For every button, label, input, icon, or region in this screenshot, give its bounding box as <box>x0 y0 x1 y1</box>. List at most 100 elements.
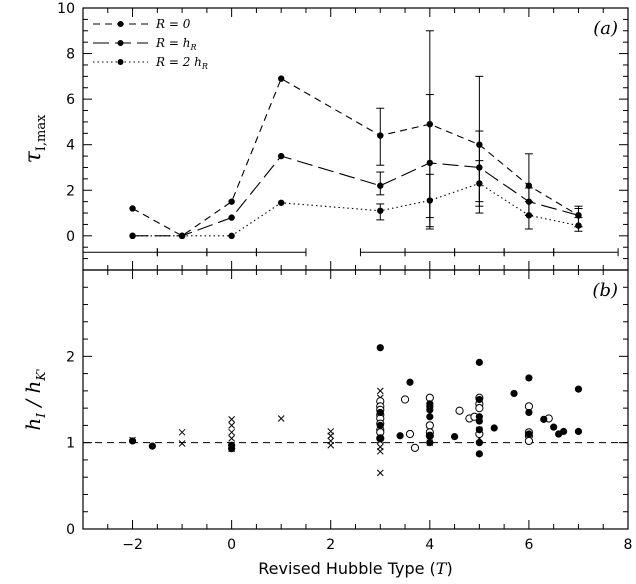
cross-marker <box>277 415 285 422</box>
data-point <box>178 232 186 240</box>
data-point <box>129 232 136 240</box>
filled-circle <box>426 439 434 447</box>
panel-a-y-tick-label: 4 <box>66 138 75 154</box>
filled-circle <box>406 378 414 386</box>
legend-entry-2: R = 2 hR <box>155 55 208 71</box>
data-point <box>426 197 434 204</box>
data-point <box>575 222 582 229</box>
legend-marker-0 <box>117 21 124 27</box>
data-point <box>228 198 235 205</box>
data-point <box>228 232 235 240</box>
filled-circle <box>525 430 533 438</box>
cross-marker <box>327 432 335 440</box>
data-point <box>228 214 235 221</box>
panel-b-ylabel: hI / hK' <box>21 368 48 430</box>
panel-a-y-tick-label: 8 <box>66 47 75 63</box>
filled-circle <box>540 415 548 423</box>
data-point <box>575 212 582 219</box>
cross-marker <box>228 434 235 442</box>
filled-circle <box>559 427 568 436</box>
data-point <box>129 205 136 212</box>
panel-b-frame <box>82 269 629 530</box>
filled-circle <box>475 426 483 434</box>
filled-circle <box>525 408 533 417</box>
data-point <box>426 159 434 167</box>
filled-circle <box>525 374 533 382</box>
open-circle <box>455 406 464 415</box>
legend-entry-1: R = hR <box>155 36 196 52</box>
data-point <box>277 152 285 160</box>
series-line-0 <box>132 77 579 237</box>
panel-b-x-tick-label: 8 <box>624 537 633 553</box>
data-point <box>377 207 384 214</box>
cross-stroke <box>277 415 285 422</box>
cross-stroke <box>228 434 235 442</box>
series-line-1 <box>132 155 579 237</box>
open-circle <box>405 429 415 439</box>
filled-circle <box>376 434 384 442</box>
legend-entry-0: R = 0 <box>155 17 191 31</box>
cross-stroke <box>178 440 186 447</box>
data-point <box>377 182 384 189</box>
cross-stroke <box>376 387 384 395</box>
cross-marker <box>327 441 335 449</box>
filled-circle <box>426 432 434 440</box>
filled-circle <box>550 423 558 431</box>
panel-b-x-tick-label: 4 <box>425 537 434 553</box>
filled-circle <box>426 413 434 421</box>
panel-a-y-tick-label: 10 <box>57 1 75 17</box>
open-circle <box>475 404 484 413</box>
series-line-2 <box>132 182 579 237</box>
panel-a-ylabel: τI,max <box>21 114 49 164</box>
open-circle <box>425 421 434 430</box>
filled-circle <box>475 417 483 425</box>
open-circle <box>400 395 410 404</box>
data-point <box>476 180 483 187</box>
cross-stroke <box>178 428 186 436</box>
cross-marker <box>178 440 186 447</box>
cross-marker <box>376 469 384 477</box>
cross-stroke <box>376 447 384 455</box>
open-circle <box>410 443 420 452</box>
panel-a-label: (a) <box>593 18 618 39</box>
data-point <box>525 212 533 219</box>
filled-circle <box>574 427 583 436</box>
filled-circle <box>376 421 384 429</box>
filled-circle <box>510 389 518 398</box>
panel-b-y-tick-label: 2 <box>66 349 75 365</box>
filled-circle <box>426 406 434 414</box>
panel-b-x-tick-label: −2 <box>122 537 143 553</box>
cross-stroke <box>228 428 235 436</box>
panel-b-x-tick-label: 2 <box>326 537 335 553</box>
cross-marker <box>228 416 235 423</box>
legend-marker-2 <box>117 59 124 65</box>
data-point <box>277 199 285 206</box>
filled-circle <box>475 395 483 404</box>
panel-b-y-tick-label: 1 <box>66 436 75 452</box>
filled-circle <box>475 450 483 458</box>
filled-circle <box>475 358 483 366</box>
filled-circle <box>490 424 498 432</box>
cross-stroke <box>327 441 335 449</box>
filled-circle <box>128 437 137 445</box>
filled-circle <box>376 408 384 417</box>
filled-circle <box>475 439 483 447</box>
panel-a-y-tick-label: 6 <box>66 92 75 108</box>
filled-circle <box>450 433 459 441</box>
cross-stroke <box>376 469 384 477</box>
panel-b-y-tick-label: 0 <box>66 522 75 538</box>
cross-stroke <box>228 416 235 423</box>
panel-a: 0 2 4 6 8 10 (a) τI,max R = 0 R = hR R = 2 hR <box>21 1 629 271</box>
panel-b-xlabel: Revised Hubble Type (T) <box>258 559 452 578</box>
cross-stroke <box>228 422 235 429</box>
data-point <box>377 132 384 139</box>
data-point <box>525 182 533 189</box>
cross-marker <box>228 428 235 436</box>
cross-marker <box>178 428 186 436</box>
filled-circle <box>228 445 236 453</box>
legend-marker-1 <box>117 40 124 46</box>
cross-marker <box>228 422 235 429</box>
panel-b-label: (b) <box>592 280 618 301</box>
panel-a-y-tick-label: 0 <box>66 229 75 245</box>
